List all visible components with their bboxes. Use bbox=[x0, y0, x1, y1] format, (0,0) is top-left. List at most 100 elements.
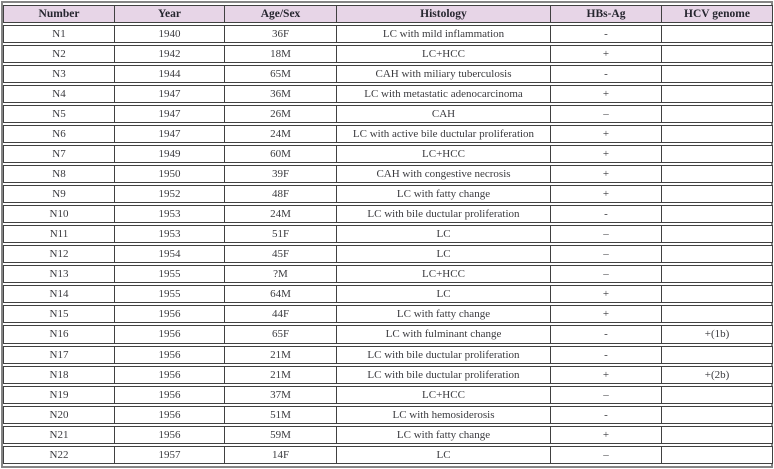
cell-age_sex: 45F bbox=[225, 245, 337, 264]
cell-hbs_ag: - bbox=[551, 325, 662, 344]
cell-histology: LC with bile ductular proliferation bbox=[337, 345, 551, 364]
cell-age_sex: 18M bbox=[225, 45, 337, 64]
cell-age_sex: 51M bbox=[225, 405, 337, 424]
cell-histology: LC with metastatic adenocarcinoma bbox=[337, 85, 551, 104]
cell-year: 1956 bbox=[115, 385, 225, 404]
cell-number: N13 bbox=[3, 265, 115, 284]
cell-year: 1947 bbox=[115, 85, 225, 104]
cell-hcv_genome bbox=[662, 265, 773, 284]
table-row: N12 1954 45F LC – bbox=[3, 245, 773, 264]
column-header-hcv_genome: HCV genome bbox=[662, 5, 773, 23]
cell-number: N20 bbox=[3, 405, 115, 424]
cell-year: 1954 bbox=[115, 245, 225, 264]
cell-age_sex: 14F bbox=[225, 445, 337, 464]
cell-histology: LC with hemosiderosis bbox=[337, 405, 551, 424]
cell-year: 1956 bbox=[115, 305, 225, 324]
cell-number: N17 bbox=[3, 345, 115, 364]
patients-table: Number Year Age/Sex Histology HBs-Ag HCV geno… bbox=[3, 3, 773, 466]
table-row: N14 1955 64M LC + bbox=[3, 285, 773, 304]
cell-hbs_ag: – bbox=[551, 105, 662, 124]
cell-year: 1953 bbox=[115, 205, 225, 224]
cell-hcv_genome bbox=[662, 245, 773, 264]
cell-hcv_genome: +(1b) bbox=[662, 325, 773, 344]
cell-year: 1949 bbox=[115, 145, 225, 164]
cell-histology: LC+HCC bbox=[337, 265, 551, 284]
cell-histology: LC with mild inflammation bbox=[337, 25, 551, 44]
column-header-year: Year bbox=[115, 5, 225, 23]
cell-hcv_genome bbox=[662, 385, 773, 404]
table-row: N5 1947 26M CAH – bbox=[3, 105, 773, 124]
cell-year: 1950 bbox=[115, 165, 225, 184]
cell-histology: LC with active bile ductular proliferati… bbox=[337, 125, 551, 144]
table-row: N7 1949 60M LC+HCC + bbox=[3, 145, 773, 164]
cell-hbs_ag: – bbox=[551, 245, 662, 264]
cell-histology: CAH with miliary tuberculosis bbox=[337, 65, 551, 84]
cell-year: 1956 bbox=[115, 345, 225, 364]
cell-hbs_ag: - bbox=[551, 25, 662, 44]
table-row: N9 1952 48F LC with fatty change + bbox=[3, 185, 773, 204]
cell-histology: LC with fatty change bbox=[337, 305, 551, 324]
cell-hbs_ag: + bbox=[551, 145, 662, 164]
cell-hbs_ag: + bbox=[551, 125, 662, 144]
cell-age_sex: 48F bbox=[225, 185, 337, 204]
cell-histology: LC with fulminant change bbox=[337, 325, 551, 344]
cell-hbs_ag: – bbox=[551, 225, 662, 244]
cell-histology: LC with fatty change bbox=[337, 185, 551, 204]
cell-hcv_genome bbox=[662, 345, 773, 364]
table-row: N17 1956 21M LC with bile ductular prolifer… bbox=[3, 345, 773, 364]
cell-hcv_genome bbox=[662, 425, 773, 444]
cell-age_sex: 60M bbox=[225, 145, 337, 164]
cell-hbs_ag: – bbox=[551, 385, 662, 404]
cell-hbs_ag: – bbox=[551, 265, 662, 284]
header-row: Number Year Age/Sex Histology HBs-Ag HCV geno… bbox=[3, 5, 773, 23]
table-row: N10 1953 24M LC with bile ductular prolifer… bbox=[3, 205, 773, 224]
cell-histology: LC with bile ductular proliferation bbox=[337, 365, 551, 384]
cell-histology: CAH bbox=[337, 105, 551, 124]
cell-hbs_ag: - bbox=[551, 205, 662, 224]
cell-hcv_genome bbox=[662, 185, 773, 204]
table-row: N3 1944 65M CAH with miliary tuberculosis - bbox=[3, 65, 773, 84]
cell-hbs_ag: - bbox=[551, 405, 662, 424]
cell-year: 1955 bbox=[115, 265, 225, 284]
cell-age_sex: 64M bbox=[225, 285, 337, 304]
cell-number: N1 bbox=[3, 25, 115, 44]
cell-hbs_ag: - bbox=[551, 345, 662, 364]
cell-age_sex: 39F bbox=[225, 165, 337, 184]
cell-hcv_genome bbox=[662, 25, 773, 44]
cell-hcv_genome bbox=[662, 65, 773, 84]
cell-hbs_ag: + bbox=[551, 185, 662, 204]
cell-year: 1956 bbox=[115, 405, 225, 424]
cell-hbs_ag: + bbox=[551, 85, 662, 104]
cell-histology: LC bbox=[337, 225, 551, 244]
table-row: N6 1947 24M LC with active bile ductular pr… bbox=[3, 125, 773, 144]
cell-hbs_ag: + bbox=[551, 45, 662, 64]
cell-age_sex: 24M bbox=[225, 205, 337, 224]
cell-histology: CAH with congestive necrosis bbox=[337, 165, 551, 184]
table-row: N1 1940 36F LC with mild inflammation - bbox=[3, 25, 773, 44]
cell-age_sex: 36F bbox=[225, 25, 337, 44]
cell-hcv_genome bbox=[662, 45, 773, 64]
table-row: N13 1955 ?M LC+HCC – bbox=[3, 265, 773, 284]
table-body: N1 1940 36F LC with mild inflammation - N2 194… bbox=[3, 25, 773, 464]
table-row: N16 1956 65F LC with fulminant change - +(1b) bbox=[3, 325, 773, 344]
cell-year: 1956 bbox=[115, 325, 225, 344]
cell-number: N8 bbox=[3, 165, 115, 184]
cell-age_sex: 59M bbox=[225, 425, 337, 444]
cell-number: N22 bbox=[3, 445, 115, 464]
cell-histology: LC+HCC bbox=[337, 145, 551, 164]
cell-year: 1947 bbox=[115, 125, 225, 144]
table-row: N18 1956 21M LC with bile ductular prolifer… bbox=[3, 365, 773, 384]
cell-number: N10 bbox=[3, 205, 115, 224]
cell-number: N11 bbox=[3, 225, 115, 244]
cell-year: 1952 bbox=[115, 185, 225, 204]
cell-age_sex: 37M bbox=[225, 385, 337, 404]
cell-hbs_ag: + bbox=[551, 285, 662, 304]
cell-number: N5 bbox=[3, 105, 115, 124]
cell-number: N3 bbox=[3, 65, 115, 84]
cell-year: 1940 bbox=[115, 25, 225, 44]
cell-number: N18 bbox=[3, 365, 115, 384]
cell-age_sex: 21M bbox=[225, 365, 337, 384]
cell-number: N7 bbox=[3, 145, 115, 164]
cell-histology: LC with fatty change bbox=[337, 425, 551, 444]
cell-number: N14 bbox=[3, 285, 115, 304]
